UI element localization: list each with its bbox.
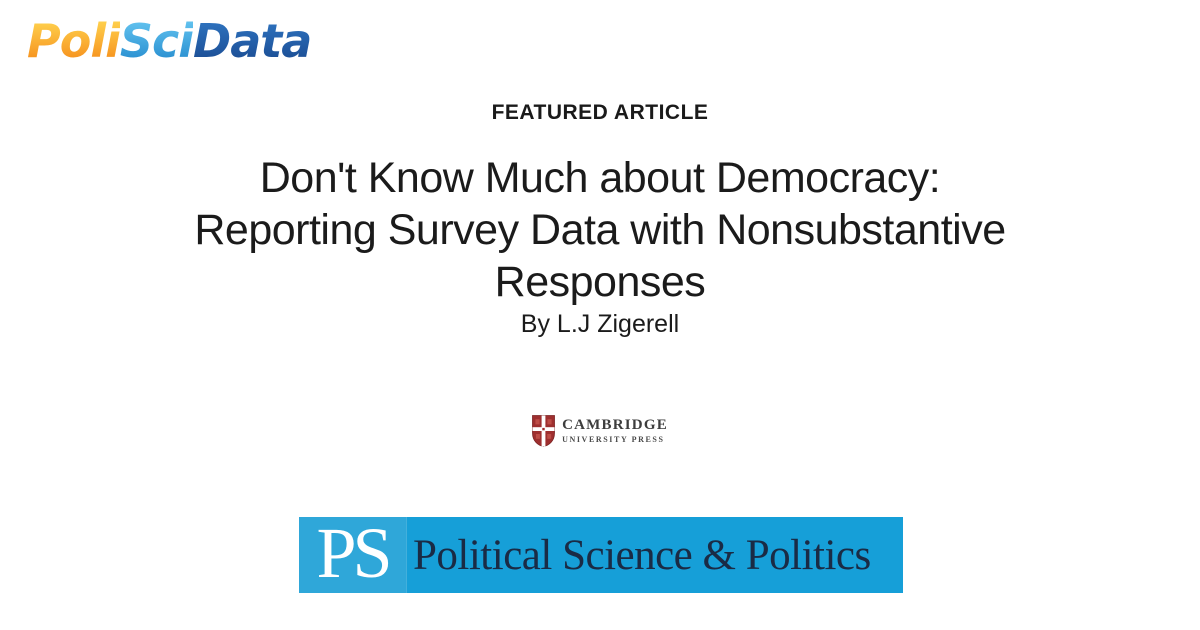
journal-name: Political Science & Politics [413,531,871,579]
publisher-subtitle: UNIVERSITY PRESS [562,434,665,444]
logo-part-poli: Poli [27,14,121,68]
publisher-name: CAMBRIDGE [562,416,668,433]
publisher-text: CAMBRIDGE UNIVERSITY PRESS [562,416,668,445]
polisci-data-logo[interactable]: PoliSciData [27,14,312,68]
article-title: Don't Know Much about Democracy: Reporti… [0,152,1200,308]
article-title-line-1: Don't Know Much about Democracy: [259,154,941,202]
article-byline: By L.J Zigerell [520,310,680,338]
logo-part-sci: Sci [119,14,194,68]
cambridge-shield-icon [532,415,555,447]
article-title-line-2: Reporting Survey Data with Nonsubstantiv… [194,206,1006,254]
journal-ps-monogram: PS [299,517,407,593]
cambridge-university-press-logo: CAMBRIDGE UNIVERSITY PRESS [0,415,1200,447]
article-title-line-3: Responses [494,258,706,306]
journal-banner[interactable]: PS Political Science & Politics [299,517,903,593]
featured-article-kicker: FEATURED ARTICLE [491,101,709,124]
logo-part-data: Data [193,14,312,68]
